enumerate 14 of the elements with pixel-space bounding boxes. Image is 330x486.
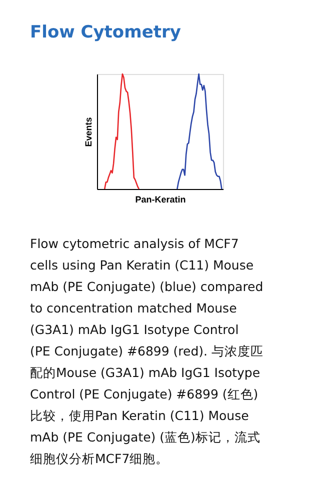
text: to concentration matched Mouse	[30, 300, 238, 316]
text: (PE Conjugate) #6899 (red). 与浓度匹	[30, 344, 264, 358]
x-axis-title: Pan-Keratin	[135, 194, 186, 204]
text: (G3A1) mAb IgG1 Isotype Control	[30, 322, 239, 337]
text: Control (PE Conjugate) #6899 (红色)	[30, 386, 258, 402]
text: mAb (PE Conjugate) (blue) compared	[30, 279, 264, 294]
text: Flow cytometric analysis of MCF7	[30, 236, 239, 251]
text: mAb (PE Conjugate) (蓝色)标记，流式	[30, 430, 260, 444]
text: cells using Pan Keratin (C11) Mouse	[30, 258, 254, 272]
chart-title: Flow Cytometry	[30, 22, 181, 42]
y-axis-title: Events	[84, 117, 94, 147]
text: 细胞仪分析MCF7细胞。	[30, 451, 169, 466]
text: 比较，使用Pan Keratin (C11) Mouse	[30, 408, 250, 423]
text: 配的Mouse (G3A1) mAb IgG1 Isotype	[30, 365, 260, 380]
